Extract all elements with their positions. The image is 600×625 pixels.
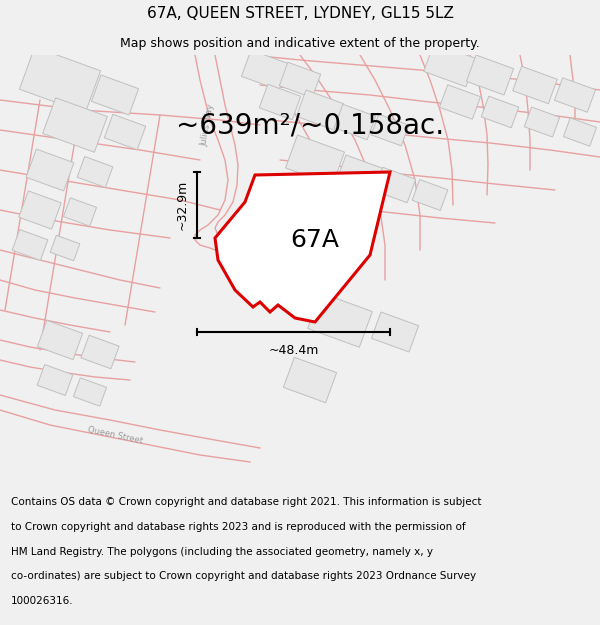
Polygon shape	[554, 78, 596, 112]
Polygon shape	[91, 75, 139, 115]
Polygon shape	[412, 179, 448, 211]
Text: 67A: 67A	[290, 228, 340, 252]
Polygon shape	[371, 312, 419, 352]
Polygon shape	[26, 149, 74, 191]
Polygon shape	[215, 172, 390, 322]
Text: ~48.4m: ~48.4m	[268, 344, 319, 357]
Polygon shape	[259, 84, 301, 120]
Polygon shape	[64, 198, 97, 226]
Text: to Crown copyright and database rights 2023 and is reproduced with the permissio: to Crown copyright and database rights 2…	[11, 522, 466, 532]
Polygon shape	[439, 85, 481, 119]
Polygon shape	[466, 55, 514, 95]
Polygon shape	[19, 191, 61, 229]
Polygon shape	[481, 96, 519, 128]
Text: co-ordinates) are subject to Crown copyright and database rights 2023 Ordnance S: co-ordinates) are subject to Crown copyr…	[11, 571, 476, 581]
Text: ~639m²/~0.158ac.: ~639m²/~0.158ac.	[176, 111, 444, 139]
Polygon shape	[563, 118, 596, 146]
Polygon shape	[37, 364, 73, 396]
Polygon shape	[37, 321, 83, 359]
Polygon shape	[19, 47, 101, 113]
Polygon shape	[279, 62, 321, 98]
Polygon shape	[104, 114, 146, 150]
Polygon shape	[337, 155, 383, 195]
Polygon shape	[424, 43, 476, 87]
Polygon shape	[283, 357, 337, 402]
Text: Contains OS data © Crown copyright and database right 2021. This information is : Contains OS data © Crown copyright and d…	[11, 498, 481, 508]
Polygon shape	[50, 235, 80, 261]
Text: 100026316.: 100026316.	[11, 596, 73, 606]
Polygon shape	[524, 107, 560, 137]
Polygon shape	[308, 292, 373, 348]
Text: 67A, QUEEN STREET, LYDNEY, GL15 5LZ: 67A, QUEEN STREET, LYDNEY, GL15 5LZ	[146, 6, 454, 21]
Polygon shape	[43, 98, 107, 152]
Polygon shape	[73, 378, 107, 406]
Polygon shape	[334, 104, 376, 140]
Polygon shape	[512, 66, 557, 104]
Polygon shape	[12, 229, 48, 261]
Polygon shape	[296, 90, 344, 130]
Polygon shape	[374, 168, 416, 202]
Text: ~32.9m: ~32.9m	[176, 180, 189, 230]
Polygon shape	[81, 335, 119, 369]
Polygon shape	[371, 114, 409, 146]
Text: Queen Street: Queen Street	[86, 425, 143, 445]
Polygon shape	[286, 135, 344, 185]
Text: Julius Way: Julius Way	[200, 103, 216, 147]
Polygon shape	[241, 50, 289, 90]
Text: Map shows position and indicative extent of the property.: Map shows position and indicative extent…	[120, 38, 480, 51]
Polygon shape	[77, 156, 113, 188]
Text: HM Land Registry. The polygons (including the associated geometry, namely x, y: HM Land Registry. The polygons (includin…	[11, 547, 433, 557]
